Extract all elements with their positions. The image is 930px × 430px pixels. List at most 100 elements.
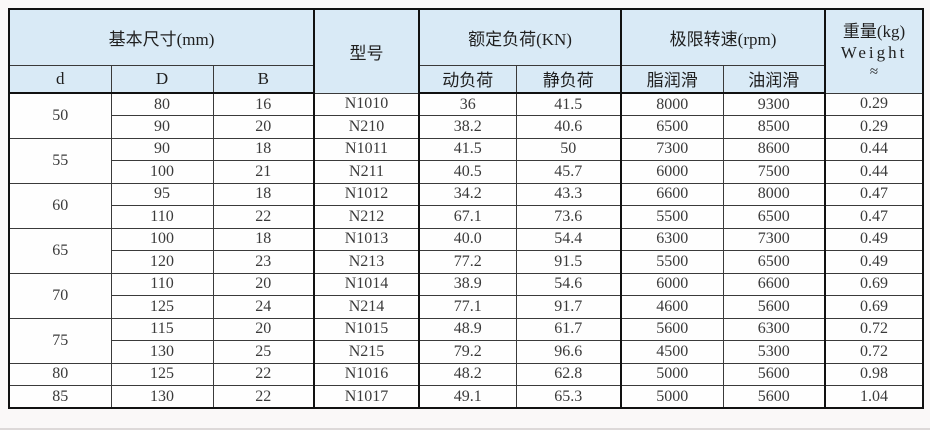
table-row: 90 20 N210 38.2 40.6 6500 8500 0.29 — [9, 115, 924, 139]
cell-weight: 0.44 — [824, 160, 924, 184]
header-basic-dimensions: 基本尺寸(mm) — [8, 8, 315, 66]
cell-model: N1016 — [313, 362, 420, 386]
cell-d: 55 — [8, 137, 112, 184]
header-grease-lube: 脂润滑 — [620, 64, 724, 94]
cell-oil-speed: 8500 — [722, 115, 826, 139]
cell-weight: 1.04 — [824, 385, 924, 409]
spec-table-wrapper: 基本尺寸(mm) 型号 额定负荷(KN) 极限转速(rpm) 重量(kg) We… — [8, 8, 925, 409]
cell-weight: 0.72 — [824, 317, 924, 341]
cell-static-load: 73.6 — [515, 205, 622, 229]
cell-oil-speed: 8000 — [722, 182, 826, 206]
cell-static-load: 40.6 — [515, 115, 622, 139]
cell-grease-speed: 6600 — [620, 182, 724, 206]
cell-dynamic-load: 38.2 — [418, 115, 517, 139]
cell-static-load: 45.7 — [515, 160, 622, 184]
cell-dynamic-load: 40.0 — [418, 227, 517, 251]
cell-dynamic-load: 34.2 — [418, 182, 517, 206]
table-row: 120 23 N213 77.2 91.5 5500 6500 0.49 — [9, 250, 924, 274]
cell-model: N212 — [313, 205, 420, 229]
cell-D: 125 — [110, 295, 214, 319]
cell-static-load: 50 — [515, 137, 622, 161]
cell-static-load: 62.8 — [515, 362, 622, 386]
cell-d: 65 — [8, 227, 112, 274]
header-weight: 重量(kg) Weight ≈ — [824, 8, 924, 94]
cell-weight: 0.47 — [824, 182, 924, 206]
cell-B: 18 — [212, 227, 315, 251]
cell-model: N1013 — [313, 227, 420, 251]
cell-weight: 0.29 — [824, 115, 924, 139]
cell-B: 22 — [212, 385, 315, 409]
cell-grease-speed: 4500 — [620, 340, 724, 364]
cell-oil-speed: 6600 — [722, 272, 826, 296]
cell-D: 90 — [110, 137, 214, 161]
cell-grease-speed: 6300 — [620, 227, 724, 251]
cell-static-load: 91.7 — [515, 295, 622, 319]
cell-grease-speed: 5600 — [620, 317, 724, 341]
cell-grease-speed: 6000 — [620, 272, 724, 296]
bearing-spec-table: 基本尺寸(mm) 型号 额定负荷(KN) 极限转速(rpm) 重量(kg) We… — [8, 8, 925, 409]
cell-D: 110 — [110, 205, 214, 229]
cell-dynamic-load: 48.9 — [418, 317, 517, 341]
cell-weight: 0.98 — [824, 362, 924, 386]
cell-B: 22 — [212, 205, 315, 229]
cell-static-load: 41.5 — [515, 92, 622, 116]
header-limit-speed: 极限转速(rpm) — [620, 8, 826, 66]
cell-grease-speed: 5500 — [620, 205, 724, 229]
cell-B: 18 — [212, 137, 315, 161]
table-row: 55 90 18 N1011 41.5 50 7300 8600 0.44 — [8, 137, 924, 184]
header-model: 型号 — [313, 8, 420, 94]
cell-dynamic-load: 38.9 — [418, 272, 517, 296]
cell-oil-speed: 7500 — [722, 160, 826, 184]
header-static-load: 静负荷 — [515, 64, 622, 94]
cell-weight: 0.72 — [824, 340, 924, 364]
cell-model: N1015 — [313, 317, 420, 341]
cell-weight: 0.29 — [824, 92, 924, 116]
cell-model: N1011 — [313, 137, 420, 161]
cell-oil-speed: 5300 — [722, 340, 826, 364]
cell-D: 130 — [110, 385, 214, 409]
cell-static-load: 96.6 — [515, 340, 622, 364]
cell-oil-speed: 6500 — [722, 250, 826, 274]
cell-dynamic-load: 40.5 — [418, 160, 517, 184]
table-row: 125 24 N214 77.1 91.7 4600 5600 0.69 — [9, 295, 924, 319]
cell-B: 24 — [212, 295, 315, 319]
table-body: 50 80 16 N1010 36 41.5 8000 9300 0.29 90 20 N210 38.… — [8, 92, 924, 409]
cell-B: 25 — [212, 340, 315, 364]
cell-model: N1012 — [313, 182, 420, 206]
cell-oil-speed: 7300 — [722, 227, 826, 251]
cell-weight: 0.49 — [824, 227, 924, 251]
cell-D: 130 — [110, 340, 214, 364]
header-d: d — [8, 64, 112, 94]
cell-model: N210 — [313, 115, 420, 139]
header-weight-en: Weight — [840, 42, 908, 62]
cell-B: 21 — [212, 160, 315, 184]
table-row: 110 22 N212 67.1 73.6 5500 6500 0.47 — [9, 205, 924, 229]
cell-grease-speed: 5500 — [620, 250, 724, 274]
cell-B: 16 — [212, 92, 315, 116]
cell-model: N1014 — [313, 272, 420, 296]
cell-oil-speed: 5600 — [722, 362, 826, 386]
cell-dynamic-load: 77.2 — [418, 250, 517, 274]
cell-static-load: 54.4 — [515, 227, 622, 251]
cell-model: N213 — [313, 250, 420, 274]
cell-grease-speed: 4600 — [620, 295, 724, 319]
cell-oil-speed: 9300 — [722, 92, 826, 116]
table-row: 70 110 20 N1014 38.9 54.6 6000 6600 0.69 — [8, 272, 924, 319]
cell-grease-speed: 7300 — [620, 137, 724, 161]
cell-grease-speed: 6500 — [620, 115, 724, 139]
cell-static-load: 43.3 — [515, 182, 622, 206]
header-B: B — [212, 64, 315, 94]
cell-grease-speed: 6000 — [620, 160, 724, 184]
cell-weight: 0.69 — [824, 295, 924, 319]
cell-B: 22 — [212, 362, 315, 386]
cell-D: 125 — [110, 362, 214, 386]
cell-d: 85 — [8, 385, 112, 409]
cell-oil-speed: 6500 — [722, 205, 826, 229]
cell-B: 20 — [212, 272, 315, 296]
cell-static-load: 65.3 — [515, 385, 622, 409]
header-row-groups: 基本尺寸(mm) 型号 额定负荷(KN) 极限转速(rpm) 重量(kg) We… — [8, 8, 924, 94]
table-row: 50 80 16 N1010 36 41.5 8000 9300 0.29 — [8, 92, 924, 139]
header-oil-lube: 油润滑 — [722, 64, 826, 94]
cell-oil-speed: 5600 — [722, 295, 826, 319]
cell-dynamic-load: 67.1 — [418, 205, 517, 229]
